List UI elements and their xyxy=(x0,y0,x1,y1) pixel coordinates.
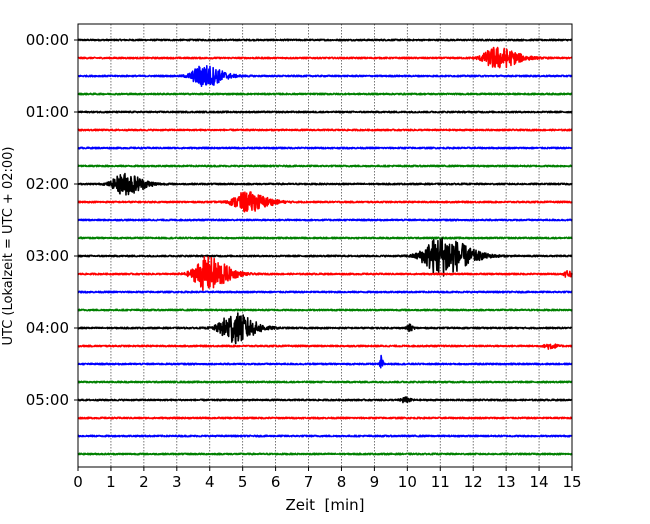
x-tick-label: 4 xyxy=(205,473,215,491)
x-axis-label: Zeit [min] xyxy=(285,496,364,514)
x-tick-label: 8 xyxy=(337,473,347,491)
x-tick-label: 7 xyxy=(304,473,314,491)
x-tick-label: 9 xyxy=(370,473,380,491)
x-tick-label: 0 xyxy=(73,473,83,491)
x-tick-label: 11 xyxy=(431,473,450,491)
trace-line xyxy=(77,146,573,150)
x-tick-label: 6 xyxy=(271,473,281,491)
trace-line xyxy=(77,416,573,420)
x-tick-label: 15 xyxy=(562,473,581,491)
x-tick-label: 13 xyxy=(497,473,516,491)
x-tick-label: 10 xyxy=(398,473,417,491)
y-axis: 00:00 01:00 02:00 03:00 04:00 05:00 xyxy=(26,31,78,409)
x-axis: 0 1 2 3 4 5 6 7 8 9 10 11 12 13 14 15 xyxy=(73,467,582,491)
trace-line xyxy=(77,380,573,384)
trace-line xyxy=(77,290,573,294)
trace-line xyxy=(77,92,573,96)
y-tick-label: 04:00 xyxy=(26,319,69,337)
trace-line xyxy=(77,172,573,196)
y-tick-label: 05:00 xyxy=(26,391,69,409)
trace-line xyxy=(77,218,573,222)
trace-line xyxy=(77,434,573,438)
seismic-traces xyxy=(77,38,573,456)
x-tick-label: 2 xyxy=(139,473,149,491)
trace-line xyxy=(77,343,573,350)
x-tick-label: 3 xyxy=(172,473,182,491)
trace-line xyxy=(77,237,573,277)
trace-line xyxy=(77,452,573,456)
trace-line xyxy=(77,110,573,114)
x-tick-label: 1 xyxy=(106,473,116,491)
trace-line xyxy=(77,255,573,291)
grid-lines xyxy=(110,24,540,467)
y-axis-label: UTC (Lokalzeit = UTC + 02:00) xyxy=(1,147,16,346)
trace-line xyxy=(77,354,573,369)
trace-line xyxy=(77,164,573,168)
x-tick-label: 14 xyxy=(530,473,549,491)
trace-line xyxy=(77,312,573,345)
x-tick-label: 5 xyxy=(238,473,248,491)
trace-line xyxy=(77,396,573,404)
x-tick-label: 12 xyxy=(464,473,483,491)
y-tick-label: 03:00 xyxy=(26,247,69,265)
trace-line xyxy=(77,191,573,213)
y-tick-label: 02:00 xyxy=(26,175,69,193)
trace-line xyxy=(77,64,573,87)
trace-line xyxy=(77,128,573,132)
trace-line xyxy=(77,46,573,69)
plot-frame xyxy=(77,23,573,468)
y-tick-label: 01:00 xyxy=(26,103,69,121)
trace-line xyxy=(77,236,573,240)
trace-line xyxy=(77,308,573,312)
y-tick-label: 00:00 xyxy=(26,31,69,49)
trace-line xyxy=(77,38,573,42)
